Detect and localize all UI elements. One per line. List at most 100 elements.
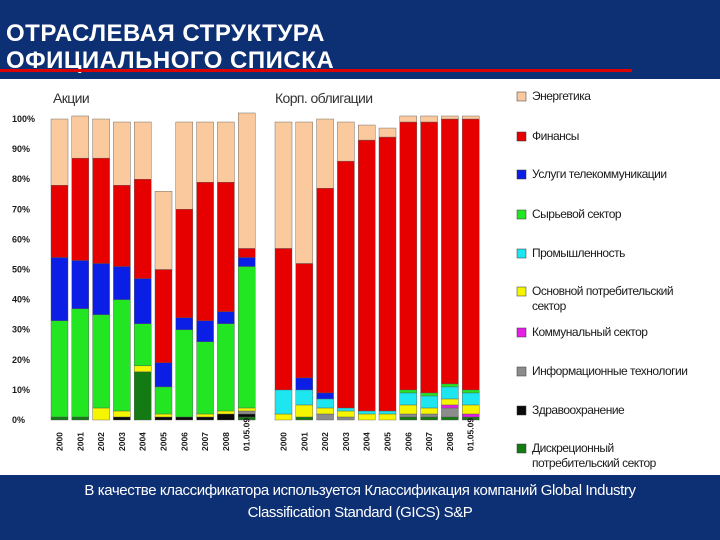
bar-segment: [133, 323, 152, 367]
legend-swatch: [516, 91, 527, 102]
legend-swatch: [516, 248, 527, 259]
bar-segment: [399, 115, 417, 123]
legend-swatch: [516, 169, 527, 180]
legend-swatch: [516, 131, 527, 142]
bar-segment: [154, 413, 173, 418]
bar-segment: [154, 191, 173, 270]
bar-segment: [399, 121, 417, 391]
bar-segment: [50, 185, 69, 258]
x-tick-label: 2005: [383, 432, 393, 451]
legend-label: Сырьевой сектор: [532, 207, 622, 221]
legend-label: Финансы: [532, 129, 579, 143]
bar-segment: [441, 398, 459, 406]
x-tick-label: 2006: [179, 432, 189, 451]
y-tick-label: 40%: [12, 295, 30, 305]
bar-segment: [92, 263, 110, 315]
x-tick-label: 01.05.09: [466, 418, 476, 451]
bar-segment: [154, 386, 173, 415]
bar-segment: [420, 395, 438, 409]
y-tick-label: 100%: [12, 114, 35, 124]
bar-segment: [217, 413, 235, 421]
bar-segment: [274, 389, 293, 415]
bar-segment: [295, 404, 313, 418]
bar-segment: [316, 188, 334, 394]
bar-segment: [113, 416, 131, 421]
bar-segment: [154, 269, 173, 364]
bar-segment: [217, 182, 235, 312]
x-tick-label: 2002: [96, 432, 106, 451]
bar-segment: [113, 185, 131, 267]
bar-segment: [217, 323, 235, 412]
bar-segment: [441, 416, 459, 421]
y-tick-label: 80%: [12, 174, 30, 184]
bar-segment: [237, 407, 256, 412]
bar-segment: [441, 386, 459, 400]
bar-segment: [50, 257, 69, 321]
chart-panel: 0% 10% 20% 30% 40% 50% 60% 70% 80% 90% 100% Акции 20…: [0, 79, 720, 475]
bar-segment: [420, 416, 438, 421]
x-tick-label: 2003: [117, 432, 127, 451]
bar-segment: [337, 407, 355, 412]
bar-segment: [316, 118, 334, 189]
bar-segment: [316, 407, 334, 415]
bar-segment: [133, 278, 152, 324]
legend-label: Основной потребительский сектор: [532, 284, 673, 313]
bar-segment: [196, 320, 214, 342]
bar-segment: [295, 377, 313, 391]
bar-segment: [154, 416, 173, 421]
bar-segment: [50, 320, 69, 418]
bar-segment: [399, 404, 417, 415]
bar-segment: [274, 248, 293, 391]
legend-label: Дискреционный потребительский сектор: [532, 441, 657, 470]
bar-segment: [92, 407, 110, 421]
stacked-bar-chart: 0% 10% 20% 30% 40% 50% 60% 70% 80% 90% 100% Акции 20…: [12, 89, 688, 470]
bar-segment: [133, 365, 152, 373]
bar-segment: [133, 371, 152, 421]
bar-segment: [399, 416, 417, 421]
bar-segment: [420, 413, 438, 418]
bar-segment: [316, 413, 334, 421]
bar-segment: [175, 317, 194, 330]
bar-segment: [274, 413, 293, 421]
slide-title: ОТРАСЛЕВАЯ СТРУКТУРА ОФИЦИАЛЬНОГО СПИСКА: [6, 20, 335, 74]
y-tick-label: 50%: [12, 265, 30, 275]
legend-label: Промышленность: [532, 246, 625, 260]
bar-segment: [358, 410, 376, 415]
bar-segment: [274, 121, 293, 249]
bar-segment: [237, 112, 256, 249]
bar-segment: [358, 139, 376, 412]
bar-segment: [133, 178, 152, 279]
bar-segment: [462, 118, 480, 391]
bar-segment: [441, 407, 459, 418]
bar-segment: [358, 413, 376, 421]
footer-note: В качестве классификатора используется К…: [84, 482, 636, 521]
panel-title: Корп. облигации: [275, 90, 373, 106]
bar-segment: [175, 329, 194, 418]
bar-segment: [71, 416, 90, 421]
bar-segment: [420, 407, 438, 415]
x-tick-label: 2008: [221, 432, 231, 451]
bar-segment: [316, 392, 334, 400]
bar-segment: [378, 413, 397, 421]
legend-label: Энергетика: [532, 89, 591, 103]
legend-swatch: [516, 327, 527, 338]
bar-segment: [378, 127, 397, 138]
bar-segment: [316, 398, 334, 409]
legend-swatch: [516, 443, 527, 454]
y-tick-label: 30%: [12, 325, 30, 335]
bar-segment: [337, 160, 355, 409]
bar-segment: [295, 389, 313, 406]
legend-label: Коммунальный сектор: [532, 325, 648, 339]
x-tick-label: 2007: [424, 432, 434, 451]
bar-segment: [237, 266, 256, 409]
bar-segment: [175, 209, 194, 318]
bar-segment: [71, 115, 90, 159]
bar-segment: [462, 404, 480, 415]
bar-segment: [196, 121, 214, 183]
bar-segment: [113, 266, 131, 300]
y-tick-label: 0%: [12, 415, 25, 425]
bar-segment: [71, 157, 90, 261]
bar-segment: [237, 248, 256, 258]
y-tick-label: 10%: [12, 385, 30, 395]
x-tick-label: 2003: [341, 432, 351, 451]
